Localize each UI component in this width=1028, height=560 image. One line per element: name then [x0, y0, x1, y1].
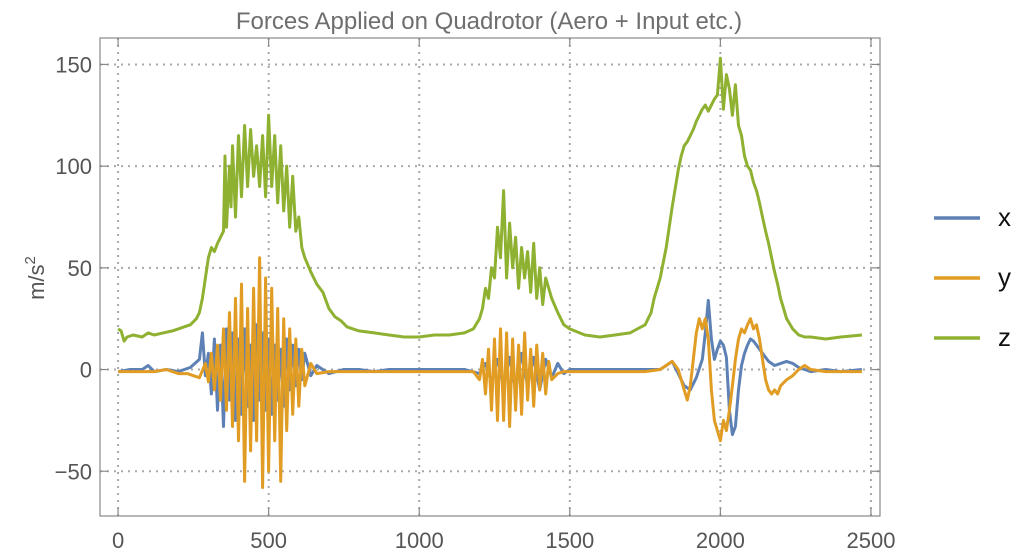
x-tick-label: 1500	[545, 528, 594, 553]
series-lines	[117, 56, 863, 489]
series-line-y	[118, 256, 862, 489]
x-tick-label: 500	[250, 528, 287, 553]
x-tick-label: 2000	[696, 528, 745, 553]
y-tick-label: 150	[55, 52, 92, 77]
y-tick-label: 0	[80, 358, 92, 383]
y-tick-label: 100	[55, 154, 92, 179]
grid-lines	[100, 38, 880, 516]
series-line-z	[117, 56, 863, 343]
legend-label-z: z	[998, 322, 1011, 352]
chart-title: Forces Applied on Quadrotor (Aero + Inpu…	[236, 8, 742, 35]
legend-label-x: x	[998, 202, 1011, 232]
legend: xyz	[934, 202, 1011, 352]
plot-frame	[99, 37, 881, 517]
x-tick-label: 1000	[395, 528, 444, 553]
svg-text:m/s2: m/s2	[22, 256, 49, 300]
x-tick-label: 0	[112, 528, 124, 553]
y-tick-label: 50	[68, 256, 92, 281]
axis-ticks: 0 500 1000 1500 2000 2500 −50 0 50 100 150	[55, 38, 895, 553]
series-line-x	[117, 298, 863, 437]
y-axis-label-exponent: 2	[22, 256, 39, 264]
legend-label-y: y	[998, 262, 1011, 292]
y-axis-label-text: m/s	[24, 264, 49, 299]
x-tick-label: 2500	[846, 528, 895, 553]
y-axis-label: m/s2	[22, 256, 49, 300]
y-tick-label: −50	[55, 459, 92, 484]
